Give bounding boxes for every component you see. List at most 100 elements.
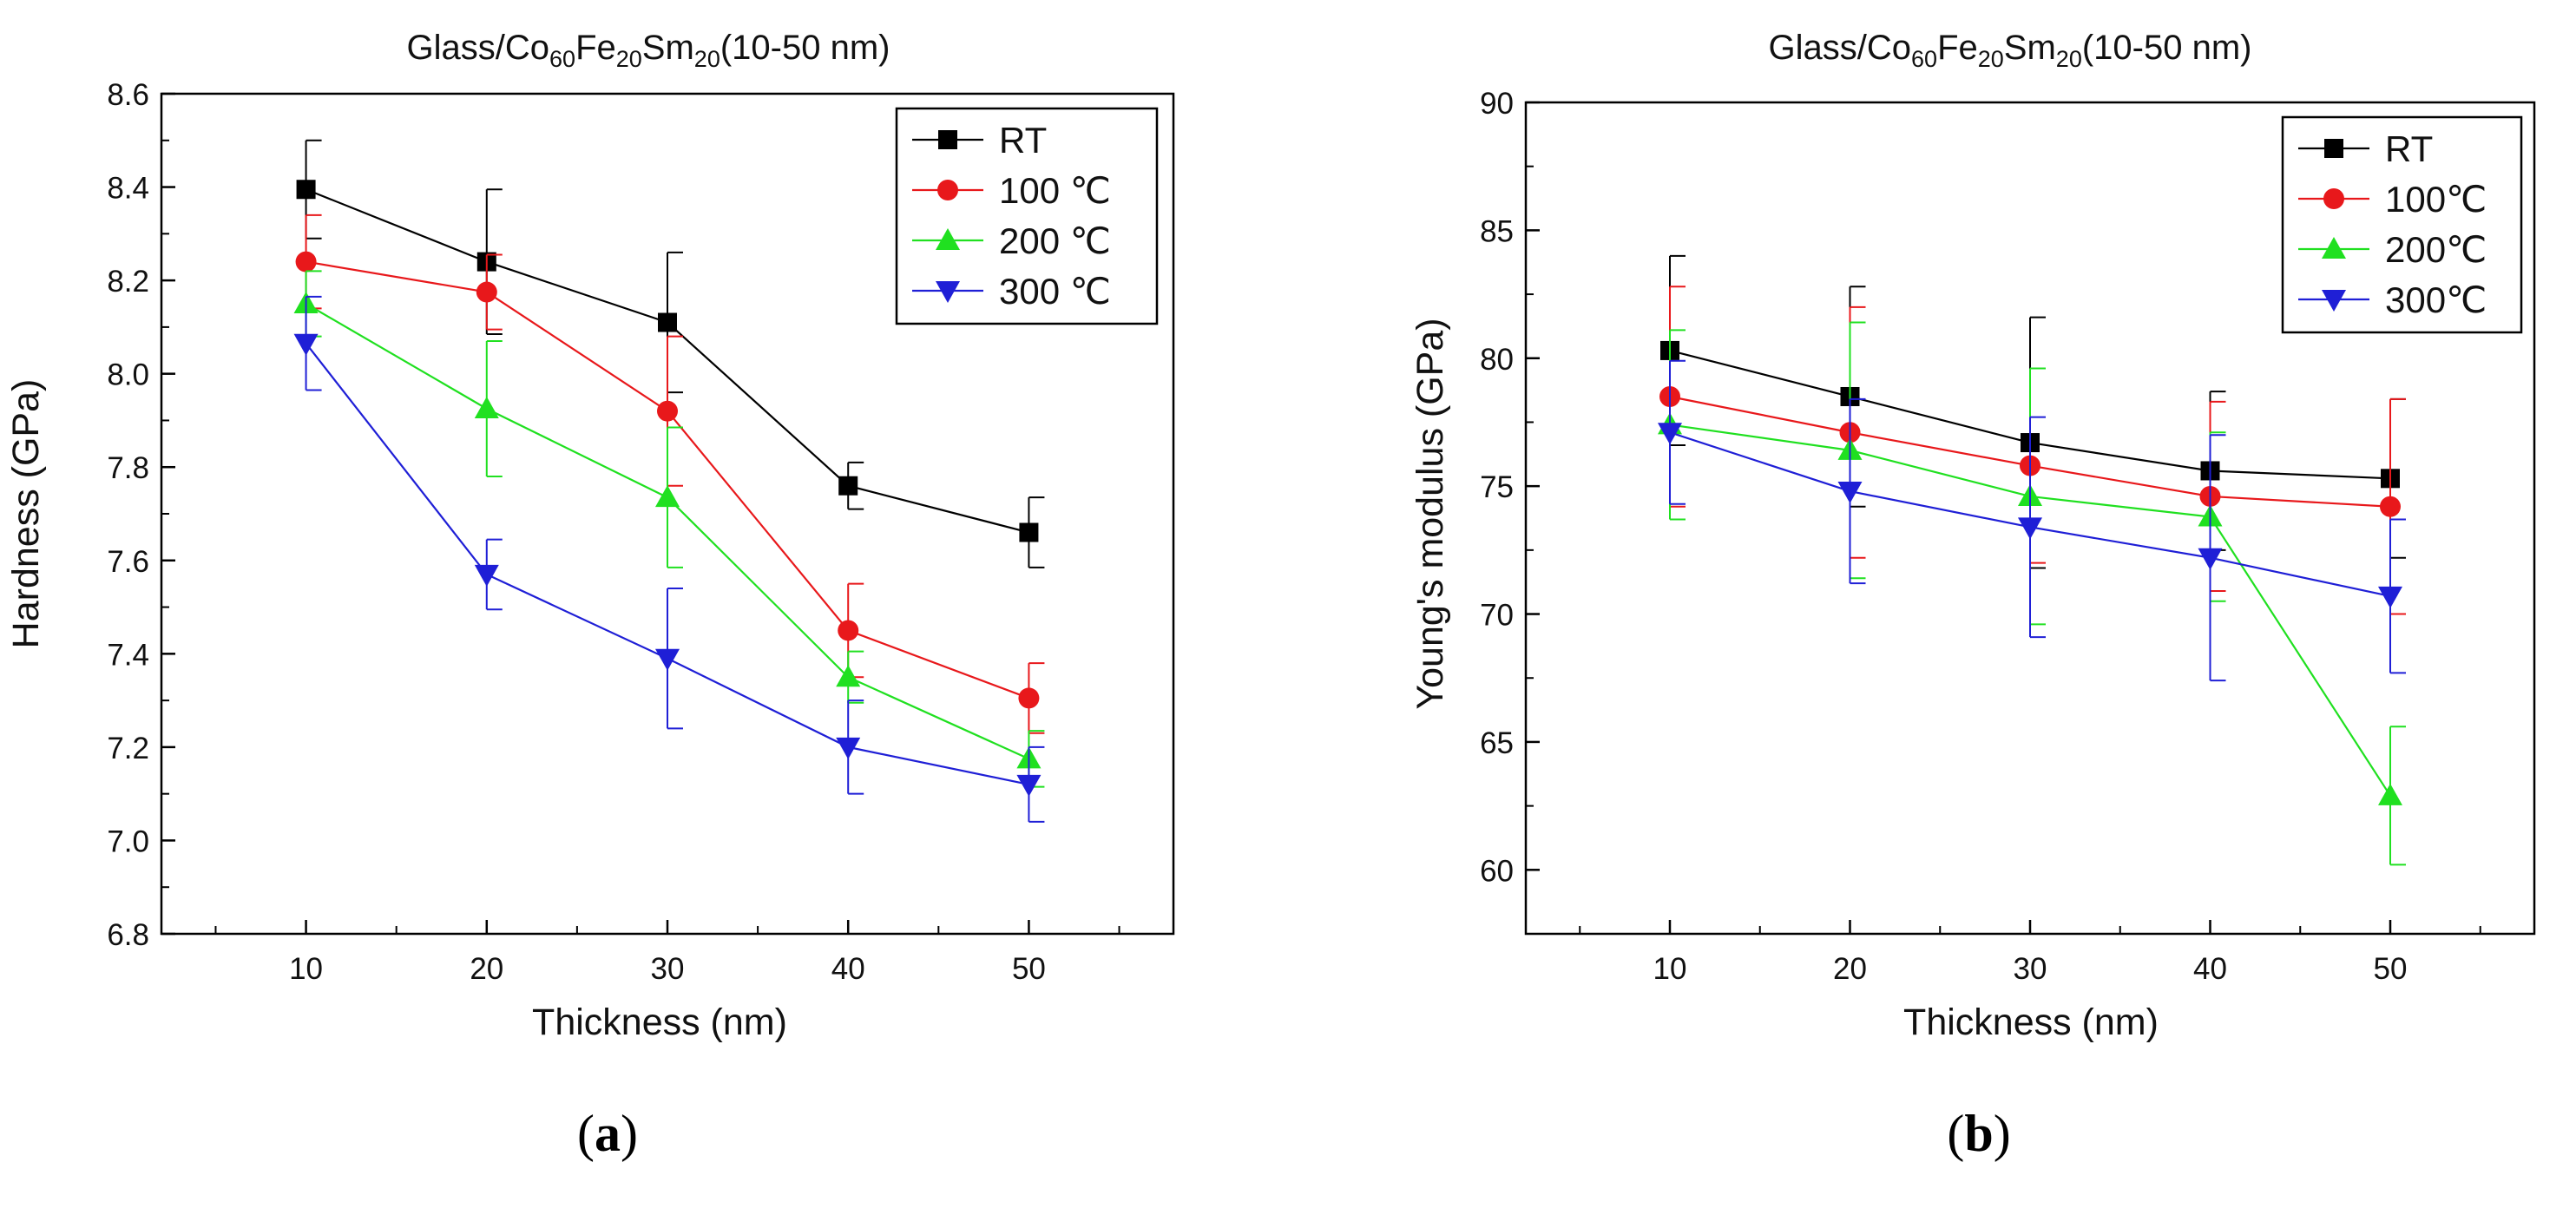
y-tick-label: 65 [1480,726,1514,760]
y-tick-label: 70 [1480,599,1514,633]
legend-marker [938,130,957,149]
legend-marker [936,228,960,250]
series-rt [296,139,1045,568]
data-point [2378,586,2402,608]
data-point [474,397,499,418]
legend-item-100: 100 ℃ [912,170,1111,211]
x-tick-label: 10 [289,952,323,986]
y-tick-label: 6.8 [107,918,149,952]
legend-marker [937,180,958,200]
legend-marker [2324,139,2343,158]
legend-label: 200 ℃ [999,220,1111,261]
x-tick-label: 30 [651,952,685,986]
data-point [2378,783,2402,805]
legend-item-200: 200 ℃ [912,220,1111,261]
panel-b: Glass/Co60Fe20Sm20(10-50 nm) 60 65 70 75 80 85… [1410,29,2536,1162]
legend-marker [2323,188,2344,209]
data-point [658,312,677,332]
data-point [293,333,319,356]
x-tick-label: 10 [1653,952,1687,986]
data-point [2018,517,2042,540]
chart-title: Glass/Co60Fe20Sm20(10-50 nm) [407,29,890,72]
data-point [838,620,859,641]
data-point [1658,423,1682,445]
y-tick-label: 7.8 [107,451,149,485]
chart-title: Glass/Co60Fe20Sm20(10-50 nm) [1769,29,2252,72]
data-point [1837,482,1863,504]
data-point [474,564,499,587]
panel-label: (a) [577,1105,638,1162]
data-point [657,400,678,422]
data-point [2380,496,2401,517]
legend-label: 200℃ [2385,229,2487,270]
legend-label: 300 ℃ [999,271,1111,312]
y-tick-label: 8.0 [107,358,149,392]
series-100 [295,213,1045,734]
data-point [836,737,861,759]
x-tick-label: 50 [1012,952,1046,986]
y-axis-label: Young's modulus (GPa) [1410,318,1451,709]
legend-item-rt: RT [2298,128,2433,169]
legend-marker [2322,290,2346,312]
title-part: Sm [642,29,694,67]
legend-box [2281,115,2523,334]
y-axis-label: Hardness (GPa) [5,379,47,649]
y-tick-label: 80 [1480,343,1514,377]
title-subscript: 20 [1978,46,2004,72]
legend: RT 100℃ 200℃ 300℃ [2281,115,2523,334]
y-tick-label: 7.0 [107,824,149,858]
y-tick-label: 7.4 [107,638,149,672]
y-tick-label: 75 [1480,470,1514,504]
data-point [655,648,680,671]
title-part: Glass/Co [1769,29,1912,67]
title-part: Glass/Co [407,29,550,67]
panel-label: (b) [1947,1105,2010,1162]
series-200 [293,270,1045,788]
title-part: Sm [2004,29,2056,67]
data-point [2198,548,2223,570]
y-tick-label: 60 [1480,854,1514,888]
title-part: Fe [575,29,616,67]
title-part: Fe [1937,29,1978,67]
y-tick-label: 7.2 [107,732,149,765]
legend-label: RT [999,120,1047,161]
x-tick-label: 40 [831,952,865,986]
y-tick-label: 90 [1480,87,1514,121]
panel-label-paren: ( [577,1105,595,1162]
title-subscript: 20 [694,46,720,72]
panel-label-letter: a [595,1105,621,1162]
legend-item-300: 300 ℃ [912,271,1111,312]
legend-marker [936,281,960,303]
data-point [836,665,861,687]
legend-item-100: 100℃ [2298,179,2487,220]
data-point [295,251,317,273]
panel-label-letter: b [1964,1105,1993,1162]
panel-label-paren: ( [1947,1105,1964,1162]
x-tick-label: 20 [1833,952,1867,986]
y-tick-label: 8.6 [107,78,149,112]
panel-label-paren: ) [621,1105,638,1162]
data-point [1019,522,1039,542]
x-tick-label: 20 [470,952,503,986]
title-subscript: 20 [616,46,642,72]
title-subscript: 20 [2056,46,2082,72]
data-point [476,281,497,303]
title-part: (10-50 nm) [720,29,890,67]
legend-label: 100 ℃ [999,170,1111,211]
title-subscript: 60 [549,46,575,72]
legend-label: RT [2385,128,2433,169]
data-point [296,180,316,200]
series-200 [1658,321,2406,866]
x-axis-label: Thickness (nm) [532,1002,787,1043]
data-point [1018,687,1040,709]
data-point [655,485,680,508]
legend-label: 300℃ [2385,279,2487,320]
y-tick-label: 8.2 [107,265,149,299]
x-tick-label: 50 [2374,952,2408,986]
x-tick-label: 30 [2014,952,2047,986]
y-tick-label: 85 [1480,214,1514,248]
title-part: (10-50 nm) [2082,29,2252,67]
x-axis-label: Thickness (nm) [1903,1002,2159,1043]
legend-item-200: 200℃ [2298,229,2487,270]
